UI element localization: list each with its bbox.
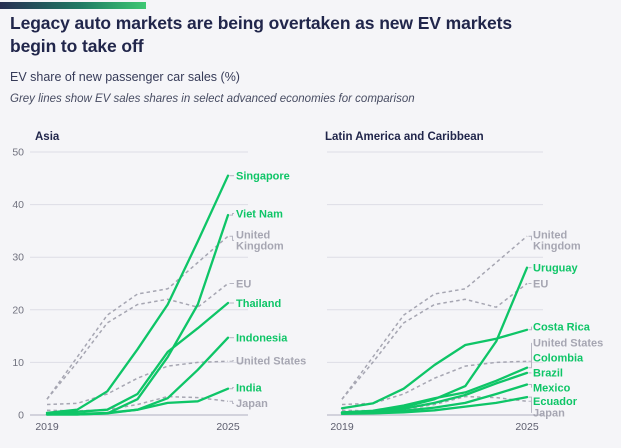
panel-title: Latin America and Caribbean <box>325 131 484 143</box>
y-tick-label: 20 <box>12 304 24 316</box>
label-leader-united-kingdom <box>528 235 532 241</box>
series-label-mexico: Mexico <box>533 382 571 394</box>
label-leader-mexico <box>528 384 532 388</box>
series-line-united-states <box>46 360 229 406</box>
series-line-eu <box>46 282 229 400</box>
y-tick-label: 50 <box>12 147 24 159</box>
series-label-eu: EU <box>533 278 548 290</box>
y-tick-label: 30 <box>12 252 24 264</box>
series-line-ecuador <box>340 395 529 416</box>
series-label-indonesia: Indonesia <box>236 333 288 345</box>
series-line-viet-nam <box>45 213 230 416</box>
series-line-japan <box>341 395 528 412</box>
page-title: Legacy auto markets are being overtaken … <box>10 12 600 58</box>
series-line-united-kingdom <box>46 235 229 400</box>
series-line-india <box>45 387 230 416</box>
series-label-japan: Japan <box>236 398 268 410</box>
series-line-united-states <box>341 360 528 406</box>
comparison-note: Grey lines show EV sales shares in selec… <box>10 93 415 105</box>
x-tick-label: 2025 <box>515 421 539 433</box>
series-label-uruguay: Uruguay <box>533 263 579 275</box>
series-label-viet-nam: Viet Nam <box>236 208 283 220</box>
label-leader-viet-nam <box>229 213 234 216</box>
label-leader-colombia <box>528 357 532 369</box>
series-line-japan <box>46 395 229 412</box>
series-label-eu: EU <box>236 278 251 290</box>
x-tick-label: 2025 <box>216 421 240 433</box>
page-title-line-1: Legacy auto markets are being overtaken … <box>10 13 513 33</box>
series-label-india: India <box>236 382 263 394</box>
panel-title: Asia <box>35 131 60 143</box>
series-label-costa-rica: Costa Rica <box>533 321 591 333</box>
brand-accent-bar <box>0 2 146 9</box>
series-line-costa-rica <box>340 328 529 410</box>
y-tick-label: 40 <box>12 199 24 211</box>
series-label-japan: Japan <box>533 408 565 420</box>
label-leader-united-kingdom <box>229 235 234 241</box>
label-leader-japan <box>528 400 532 413</box>
series-label-united-states: United States <box>533 338 603 350</box>
chart-subtitle: EV share of new passenger car sales (%) <box>10 70 240 84</box>
series-label-united-kingdom: United Kingdom <box>236 230 284 253</box>
series-line-uruguay <box>340 266 529 414</box>
series-label-brazil: Brazil <box>533 368 563 380</box>
label-leader-ecuador <box>528 396 532 402</box>
series-label-singapore: Singapore <box>236 171 290 183</box>
y-tick-label: 10 <box>12 357 24 369</box>
series-label-united-kingdom: United Kingdom <box>533 230 581 253</box>
series-line-thailand <box>45 301 230 415</box>
page-title-line-2: begin to take off <box>10 35 144 56</box>
series-line-singapore <box>45 174 230 415</box>
series-label-ecuador: Ecuador <box>533 396 578 408</box>
label-leader-united-states <box>229 360 234 362</box>
x-tick-label: 2019 <box>35 421 59 433</box>
x-tick-label: 2019 <box>330 421 354 433</box>
series-label-united-states: United States <box>236 356 306 368</box>
series-line-united-kingdom <box>341 235 528 400</box>
series-label-colombia: Colombia <box>533 353 584 365</box>
label-leader-costa-rica <box>528 326 532 331</box>
label-leader-japan <box>229 400 234 404</box>
label-leader-india <box>229 387 234 390</box>
series-line-colombia <box>340 366 529 414</box>
series-label-thailand: Thailand <box>236 298 281 310</box>
series-line-eu <box>341 282 528 400</box>
y-tick-label: 0 <box>18 410 24 422</box>
